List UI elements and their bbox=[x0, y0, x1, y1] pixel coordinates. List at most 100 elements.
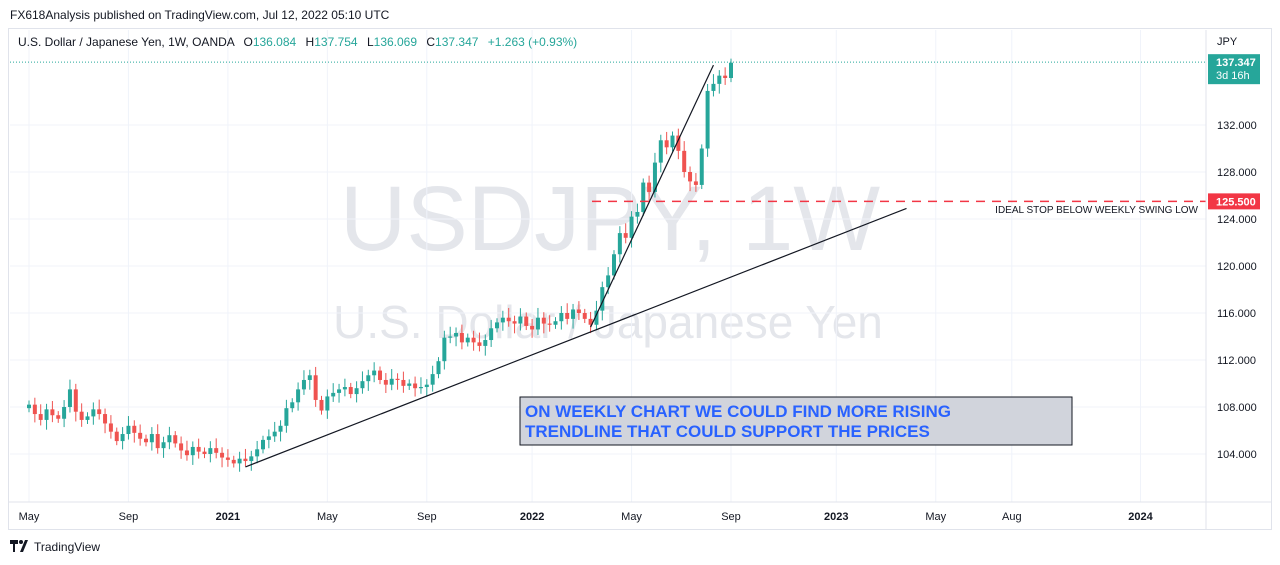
candle-body bbox=[413, 383, 418, 389]
candle-body bbox=[664, 140, 669, 148]
candle-body bbox=[120, 434, 125, 442]
open-label: O bbox=[243, 35, 253, 49]
candle-body bbox=[541, 317, 546, 324]
y-tick-label: 132.000 bbox=[1217, 120, 1257, 132]
candle bbox=[32, 397, 37, 423]
candle-body bbox=[161, 442, 166, 449]
candle bbox=[167, 426, 172, 450]
tradingview-brand: TradingView bbox=[34, 540, 101, 554]
candle bbox=[459, 324, 464, 350]
candle bbox=[360, 371, 365, 394]
candle bbox=[424, 379, 429, 397]
candle bbox=[249, 450, 254, 471]
stop-level-label-bg bbox=[1208, 193, 1260, 210]
candle-body bbox=[448, 336, 453, 338]
candle-body bbox=[512, 321, 517, 324]
candle bbox=[261, 435, 265, 454]
candle-body bbox=[149, 434, 154, 443]
candle bbox=[348, 382, 353, 399]
candle bbox=[699, 144, 704, 190]
axes: 104.000 108.000 112.000 116.000 120.000 124.0… bbox=[8, 30, 1272, 530]
candle-body bbox=[103, 414, 108, 424]
candle bbox=[541, 312, 546, 334]
candle bbox=[231, 455, 236, 468]
change-value: +1.263 (+0.93%) bbox=[487, 35, 578, 49]
candle bbox=[272, 421, 277, 442]
candle-body bbox=[571, 309, 576, 319]
candle-body bbox=[190, 446, 195, 456]
candle-body bbox=[50, 409, 55, 416]
candle-body bbox=[395, 378, 400, 380]
candle-body bbox=[524, 316, 529, 326]
candle bbox=[389, 369, 394, 391]
candle-body bbox=[506, 317, 511, 322]
candle-body bbox=[430, 374, 435, 385]
close-label: C bbox=[426, 35, 436, 49]
candle bbox=[635, 203, 640, 224]
candle bbox=[530, 318, 535, 338]
candle bbox=[495, 318, 499, 333]
symbol-title: U.S. Dollar / Japanese Yen, 1W, OANDA bbox=[18, 35, 235, 49]
candle-body bbox=[366, 375, 371, 382]
candle-body bbox=[255, 449, 260, 457]
candle bbox=[383, 373, 388, 394]
candle-body bbox=[372, 370, 377, 376]
candle-body bbox=[85, 416, 90, 420]
candle-body bbox=[202, 451, 207, 454]
candle-body bbox=[711, 83, 716, 91]
x-tick-label: May bbox=[925, 511, 946, 523]
candle bbox=[617, 226, 622, 263]
candle-body bbox=[559, 313, 564, 322]
candle-body bbox=[495, 322, 499, 329]
candle bbox=[196, 438, 201, 459]
high-value: 137.754 bbox=[314, 35, 358, 49]
candle-body bbox=[647, 182, 652, 192]
candle bbox=[108, 415, 113, 439]
candle-body bbox=[337, 389, 342, 393]
candle bbox=[705, 83, 710, 157]
candle bbox=[524, 312, 529, 331]
candle-body bbox=[231, 459, 236, 464]
x-tick-label: May bbox=[19, 511, 40, 523]
candle bbox=[301, 370, 306, 395]
candle bbox=[290, 398, 295, 413]
candle bbox=[91, 402, 96, 425]
candle-body bbox=[290, 402, 295, 409]
candles bbox=[27, 58, 733, 472]
candle bbox=[44, 403, 49, 430]
candle bbox=[149, 427, 154, 451]
x-tick-label: Aug bbox=[1002, 511, 1022, 523]
candle-body bbox=[705, 90, 710, 149]
candle-body bbox=[132, 425, 137, 433]
candle bbox=[255, 440, 260, 464]
annotation-text-line: TRENDLINE THAT COULD SUPPORT THE PRICES bbox=[525, 422, 930, 441]
watermark-name: U.S. Dollar / Japanese Yen bbox=[333, 296, 883, 348]
candle bbox=[243, 448, 248, 467]
candle-body bbox=[465, 337, 470, 343]
candle-body bbox=[348, 387, 353, 395]
candle-body bbox=[459, 332, 464, 343]
candle-body bbox=[27, 404, 31, 409]
last-price-value: 137.347 bbox=[1216, 57, 1256, 69]
candle bbox=[588, 311, 593, 334]
candle bbox=[173, 431, 178, 448]
candle bbox=[144, 434, 148, 447]
candle bbox=[401, 371, 406, 393]
candle bbox=[225, 449, 230, 467]
candle-body bbox=[272, 431, 277, 437]
candle bbox=[711, 74, 716, 97]
candle-body bbox=[635, 211, 640, 217]
candle bbox=[418, 377, 423, 394]
candle bbox=[576, 301, 581, 320]
candle bbox=[79, 403, 84, 427]
candle bbox=[448, 326, 453, 344]
candle bbox=[430, 365, 435, 392]
y-tick-label: 120.000 bbox=[1217, 261, 1257, 273]
candle bbox=[477, 332, 482, 352]
candle-body bbox=[670, 135, 675, 148]
candle bbox=[641, 178, 646, 217]
candle bbox=[565, 303, 570, 325]
candle-body bbox=[612, 254, 616, 276]
tradingview-footer[interactable]: TradingView bbox=[10, 540, 100, 554]
